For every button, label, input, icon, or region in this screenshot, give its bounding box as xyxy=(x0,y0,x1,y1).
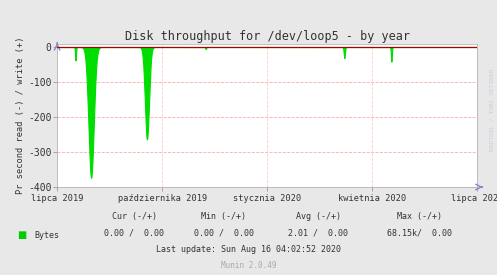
Text: Bytes: Bytes xyxy=(35,231,60,240)
Text: Avg (-/+): Avg (-/+) xyxy=(296,212,340,221)
Text: 0.00 /  0.00: 0.00 / 0.00 xyxy=(194,228,253,237)
Y-axis label: Pr second read (-) / write (+): Pr second read (-) / write (+) xyxy=(16,37,25,194)
Text: Max (-/+): Max (-/+) xyxy=(398,212,442,221)
Text: 0.00 /  0.00: 0.00 / 0.00 xyxy=(104,228,164,237)
Text: Min (-/+): Min (-/+) xyxy=(201,212,246,221)
Text: Last update: Sun Aug 16 04:02:52 2020: Last update: Sun Aug 16 04:02:52 2020 xyxy=(156,245,341,254)
Text: ■: ■ xyxy=(17,230,27,240)
Text: Munin 2.0.49: Munin 2.0.49 xyxy=(221,261,276,270)
Text: 68.15k/  0.00: 68.15k/ 0.00 xyxy=(388,228,452,237)
Text: RRDTOOL / TOBI OETIKER: RRDTOOL / TOBI OETIKER xyxy=(490,69,495,151)
Text: Cur (-/+): Cur (-/+) xyxy=(112,212,157,221)
Title: Disk throughput for /dev/loop5 - by year: Disk throughput for /dev/loop5 - by year xyxy=(125,30,410,43)
Text: 2.01 /  0.00: 2.01 / 0.00 xyxy=(288,228,348,237)
